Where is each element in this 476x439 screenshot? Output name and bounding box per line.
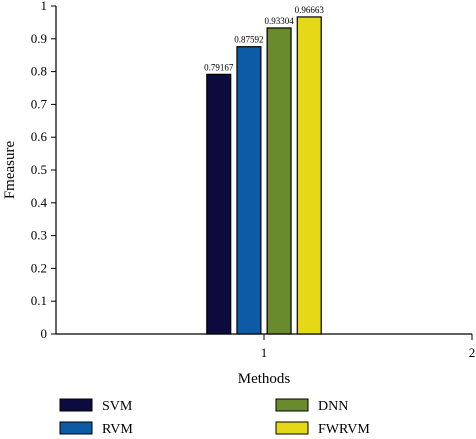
y-tick-label: 0.3 bbox=[31, 228, 47, 243]
legend-label-svm: SVM bbox=[102, 399, 133, 414]
legend-label-rvm: RVM bbox=[102, 422, 133, 437]
bar-rvm bbox=[236, 46, 262, 335]
bar-svm bbox=[206, 73, 232, 335]
y-tick-label: 0.2 bbox=[31, 260, 47, 275]
data-label-fwrvm: 0.96663 bbox=[295, 5, 325, 15]
data-label-svm: 0.79167 bbox=[204, 62, 234, 72]
y-tick-label: 0.5 bbox=[31, 162, 47, 177]
y-tick-label: 1 bbox=[41, 0, 48, 13]
y-tick-label: 0.9 bbox=[31, 31, 47, 46]
x-tick-label: 1 bbox=[261, 345, 268, 360]
bar-dnn bbox=[266, 27, 292, 335]
legend-label-dnn: DNN bbox=[318, 399, 348, 414]
y-tick-label: 0.8 bbox=[31, 64, 47, 79]
y-tick-label: 0.6 bbox=[31, 129, 48, 144]
y-axis-title: Fmeasure bbox=[2, 141, 18, 200]
bar-fwrvm bbox=[296, 16, 322, 335]
x-axis-title: Methods bbox=[238, 371, 291, 387]
y-tick-label: 0 bbox=[41, 326, 48, 341]
data-label-rvm: 0.87592 bbox=[234, 35, 263, 45]
legend-swatch-dnn bbox=[275, 398, 309, 412]
y-tick-label: 0.4 bbox=[31, 195, 48, 210]
data-label-dnn: 0.93304 bbox=[264, 16, 294, 26]
legend: SVM RVM DNN FWRVM bbox=[59, 398, 370, 437]
legend-swatch-rvm bbox=[59, 421, 93, 435]
y-tick-label: 0.7 bbox=[31, 96, 48, 111]
x-tick-label: 2 bbox=[469, 345, 476, 360]
y-tick-label: 0.1 bbox=[31, 293, 47, 308]
legend-swatch-svm bbox=[59, 398, 93, 412]
legend-label-fwrvm: FWRVM bbox=[318, 422, 370, 437]
legend-swatch-fwrvm bbox=[275, 421, 309, 435]
